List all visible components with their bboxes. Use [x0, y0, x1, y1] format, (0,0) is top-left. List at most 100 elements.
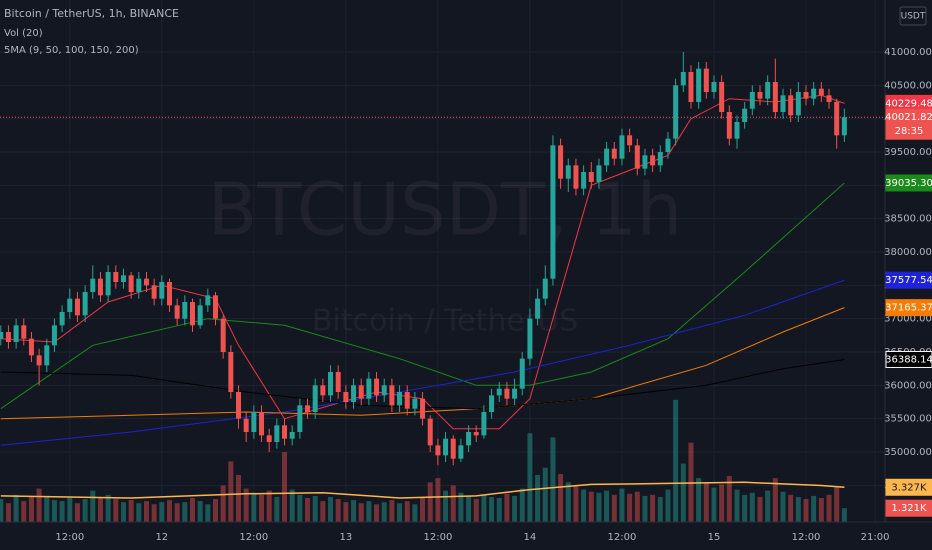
volume-bar [328, 496, 334, 522]
candle-body [795, 92, 801, 116]
candle-body [343, 392, 349, 402]
chart-title: Bitcoin / TetherUS, 1h, BINANCE [4, 7, 179, 20]
candle-body [312, 385, 318, 412]
volume-bar [5, 503, 11, 522]
candle-body [742, 108, 748, 122]
candle-body [542, 278, 548, 299]
volume-bar [105, 494, 111, 522]
volume-bar [21, 501, 27, 522]
volume-bar [374, 504, 380, 522]
candle-body [757, 92, 763, 99]
candle-body [59, 312, 65, 326]
candle-body [328, 372, 334, 396]
currency[interactable]: USDT [901, 12, 926, 22]
candle-body [159, 282, 165, 299]
candle-body [151, 285, 157, 299]
price-tag: 40021.82 [885, 112, 932, 123]
ma-tag: 37165.37 [885, 303, 932, 314]
volume-bar [519, 488, 525, 522]
volume-bar [665, 489, 671, 522]
candle-body [627, 135, 633, 146]
candle-body [289, 432, 295, 439]
candle-body [673, 85, 679, 139]
watermark-sub: Bitcoin / TetherUS [312, 304, 578, 339]
candle-body [189, 302, 195, 326]
volume-tag-box [885, 499, 932, 517]
grid [0, 0, 885, 522]
volume-bar [251, 492, 257, 522]
candle-body [404, 392, 410, 409]
candle-body [182, 302, 188, 319]
volume-bar [59, 501, 65, 522]
candle-body [320, 385, 326, 396]
x-tick-label: 12:00 [608, 532, 637, 543]
candle-body [427, 418, 433, 446]
candle-body [841, 117, 847, 136]
candle-body [811, 88, 817, 99]
volume-bar [136, 503, 142, 522]
volume-bar [82, 499, 88, 522]
volume-bar [266, 490, 272, 522]
x-tick-label: 12:00 [55, 532, 84, 543]
volume-bar [443, 490, 449, 522]
line [0, 182, 845, 410]
volume-bar [734, 489, 740, 522]
candle-body [596, 165, 602, 182]
volume-bar [305, 497, 311, 522]
volume-bar [504, 493, 510, 522]
candle-body [381, 385, 387, 396]
candle-body [67, 298, 73, 312]
candle-body [197, 305, 203, 326]
ma-tag-box [885, 174, 932, 192]
volume-bar [289, 489, 295, 522]
candle-body [611, 148, 617, 159]
ma-tag-box [885, 350, 932, 368]
volume-bar [97, 496, 103, 522]
candle-body [688, 72, 694, 102]
volume-bar [841, 508, 847, 522]
volume-bar [826, 494, 832, 522]
volume-bar [404, 501, 410, 522]
y-tick-label: 35500.00 [884, 414, 932, 425]
candle-body [489, 395, 495, 412]
volume-bar [358, 503, 364, 522]
volume-bar [527, 433, 533, 522]
candle-body [749, 92, 755, 109]
candle-body [212, 295, 218, 319]
volume-bar [236, 475, 242, 522]
candle-body [512, 388, 518, 399]
candle-body [588, 172, 594, 182]
countdown: 28:35 [895, 126, 924, 137]
volume-bar [542, 467, 548, 522]
volume-bar [473, 499, 479, 522]
candle-body [734, 122, 740, 139]
currency-box[interactable] [899, 6, 927, 26]
candle-body [228, 352, 234, 392]
volume-bar [558, 473, 564, 522]
volume-bar [489, 496, 495, 522]
candle-body [818, 88, 824, 96]
volume-bar [611, 494, 617, 522]
ma-tag: 36388.14 [885, 354, 932, 365]
ma-tag: 40229.48 [885, 98, 932, 109]
candle-body [420, 398, 426, 419]
candle-body [174, 305, 180, 319]
volume-bar [366, 501, 372, 522]
candle-body [266, 435, 272, 442]
candle-body [473, 432, 479, 436]
candle-body [143, 278, 149, 286]
volume-bar [435, 478, 441, 522]
volume-bar [711, 487, 717, 522]
volume-bar [427, 482, 433, 522]
candle-body [82, 292, 88, 316]
volume-pane [0, 399, 847, 522]
candle-body [772, 82, 778, 112]
candle-body [90, 278, 96, 292]
volume-bar [113, 499, 119, 522]
y-tick-label: 35000.00 [884, 447, 932, 458]
volume-bar [166, 500, 172, 522]
volume-bar [197, 501, 203, 522]
volume-bar [719, 484, 725, 522]
